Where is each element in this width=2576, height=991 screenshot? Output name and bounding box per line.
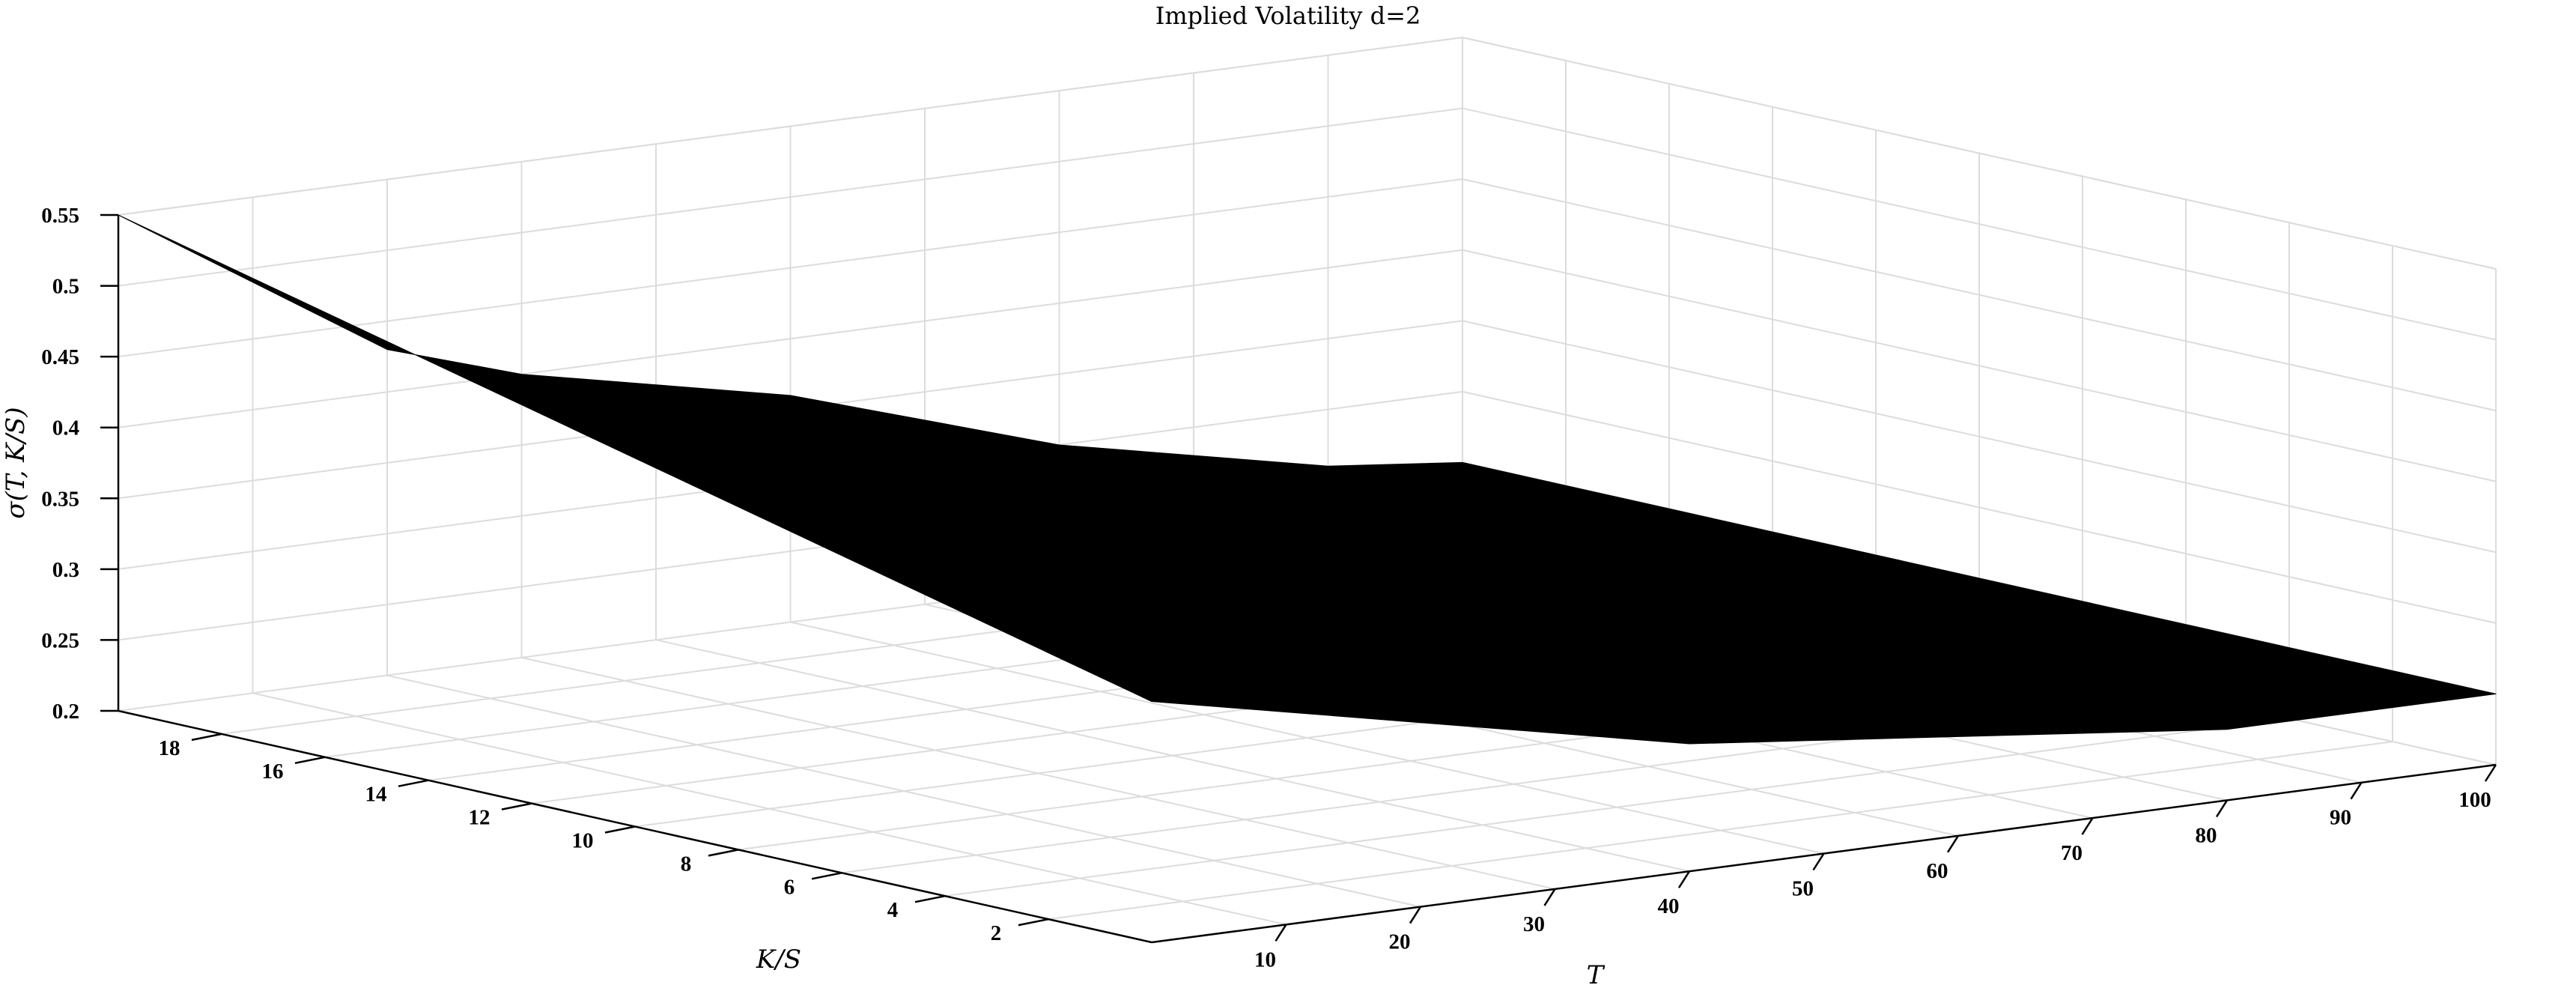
chart-title: Implied Volatility d=2 [1155, 1, 1421, 30]
k-over-s-tick-label: 18 [159, 736, 180, 760]
sigma-axis-label: σ(T, K/S) [1, 407, 31, 518]
t-tick-label: 60 [1927, 859, 1948, 883]
k-over-s-tick-label: 6 [784, 875, 795, 899]
volatility-surface [118, 214, 2497, 745]
t-tick-label: 70 [2061, 841, 2083, 865]
t-tick-label: 100 [2458, 788, 2491, 812]
k-over-s-tick-mark [811, 872, 842, 880]
t-tick-mark [2350, 782, 2363, 800]
k-over-s-tick-mark [398, 779, 429, 787]
t-tick-mark [2081, 817, 2094, 835]
t-tick-label: 90 [2330, 806, 2351, 830]
k-over-s-tick-label: 14 [365, 783, 387, 807]
back-wall-grid-line [118, 107, 1463, 287]
k-over-s-tick-label: 2 [991, 921, 1002, 945]
floor-grid-line [944, 718, 2290, 897]
t-tick-label: 20 [1389, 930, 1411, 954]
t-tick-mark [1812, 852, 1825, 871]
box-edge [118, 37, 1463, 216]
k-over-s-tick-label: 4 [887, 898, 899, 922]
sigma-tick-label: 0.4 [52, 416, 79, 440]
k-over-s-tick-mark [294, 756, 326, 765]
k-over-s-tick-mark [191, 733, 222, 742]
k-over-s-tick-label: 16 [262, 760, 284, 784]
t-tick-mark [2215, 799, 2229, 818]
t-tick-mark [1677, 870, 1691, 888]
t-axis-ticks: 10 20 30 40 50 60 70 80 90 100 [1254, 764, 2497, 972]
side-wall-grid-line [1462, 107, 2497, 341]
side-wall-grid-line [1462, 178, 2497, 412]
side-wall-grid-line [1462, 390, 2497, 624]
k-over-s-tick-mark [501, 802, 532, 810]
t-tick-label: 10 [1254, 948, 1276, 972]
t-tick-label: 80 [2196, 823, 2217, 847]
side-wall-grid-line [1462, 249, 2497, 482]
t-tick-mark [1409, 906, 1422, 924]
sigma-tick-label: 0.2 [52, 700, 79, 724]
floor-grid-line [1048, 741, 2393, 921]
k-over-s-tick-mark [914, 894, 946, 903]
sigma-tick-label: 0.3 [52, 558, 79, 582]
sigma-tick-label: 0.5 [52, 275, 79, 299]
k-over-s-tick-label: 12 [469, 806, 490, 830]
k-over-s-tick-mark [1018, 918, 1049, 927]
t-tick-label: 50 [1792, 877, 1814, 901]
k-over-s-tick-mark [604, 825, 636, 834]
k-over-s-tick-label: 10 [572, 829, 594, 853]
k-over-s-tick-label: 8 [681, 852, 692, 876]
t-tick-mark [1946, 835, 1960, 853]
t-tick-label: 40 [1658, 894, 1680, 918]
k-over-s-tick-mark [708, 849, 739, 857]
box-edge [1462, 37, 2497, 270]
t-tick-mark [2484, 764, 2497, 782]
back-wall-grid-line [118, 249, 1463, 428]
k-over-s-axis-label: K/S [756, 945, 801, 975]
t-tick-mark [1275, 924, 1287, 942]
t-axis-label: T [1587, 960, 1606, 990]
t-tick-mark [1543, 888, 1556, 906]
k-over-s-axis-ticks: 2 4 6 8 10 12 14 16 18 [159, 733, 1049, 945]
sigma-tick-label: 0.25 [41, 628, 79, 652]
sigma-axis-ticks: 0.2 0.25 0.3 0.35 0.4 0.45 0.5 0.55 [41, 204, 118, 724]
sigma-tick-label: 0.45 [41, 345, 79, 369]
side-wall-grid-line [1462, 320, 2497, 554]
sigma-tick-label: 0.35 [41, 487, 79, 511]
t-tick-label: 30 [1523, 912, 1545, 936]
sigma-tick-label: 0.55 [41, 204, 79, 228]
